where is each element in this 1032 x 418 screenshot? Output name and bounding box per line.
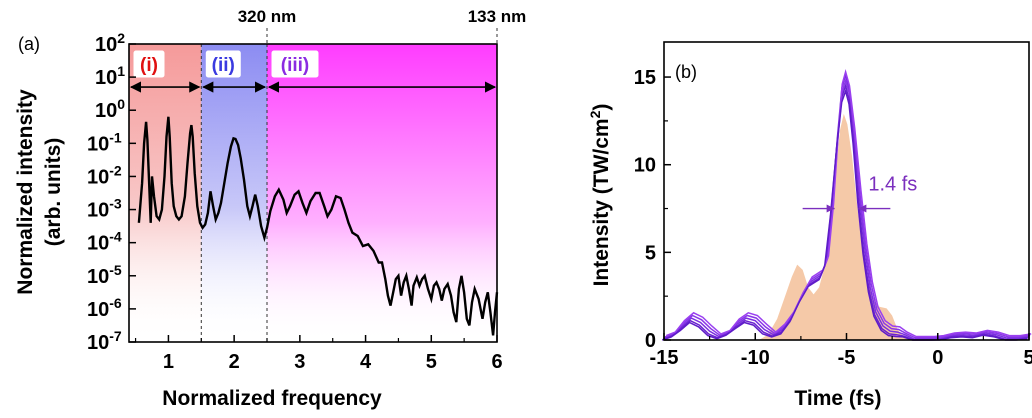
pulse-line (665, 68, 1032, 338)
y-tick-base: 10 (95, 34, 117, 56)
plot-frame-a (128, 43, 498, 343)
y-tick-exponent: -7 (109, 328, 122, 344)
region-labels: (i) (ii) (iii) (133, 50, 319, 78)
x-tick-label-a: 1 (163, 351, 174, 373)
y-tick-label-a: 10-4 (87, 229, 122, 255)
y-tick-label-a: 10-3 (87, 196, 122, 222)
y-axis-label-b-main: Intensity (TW/cm (590, 118, 613, 286)
y-axis-label-a-line1: Normalized intensity (14, 89, 37, 295)
region-band (267, 44, 497, 342)
y-axis-label-a-line2: (arb. units) (42, 138, 65, 247)
x-axis-label-a: Normalized frequency (162, 387, 382, 410)
y-tick-label-a: 10-1 (87, 129, 122, 155)
top-wavelength-label: 133 nm (468, 7, 527, 26)
y-tick-label-a: 101 (95, 63, 125, 89)
x-tick-label-b: 0 (932, 347, 943, 369)
fwhm-label: 1.4 fs (868, 174, 917, 196)
pulse-line (661, 88, 1028, 341)
top-wavelength-label: 320 nm (238, 7, 297, 26)
x-tick-label-a: 4 (360, 351, 372, 373)
x-tick-label-a: 5 (426, 351, 437, 373)
y-tick-base: 10 (95, 100, 117, 122)
panel-a-label: (a) (18, 34, 40, 54)
x-axis-ticks-b: -15 -10 -5 0 5 (650, 333, 1032, 369)
y-tick-exponent: -2 (109, 162, 122, 178)
y-tick-exponent: 0 (117, 96, 125, 112)
region-label-box (271, 50, 319, 78)
y-tick-base: 10 (87, 233, 109, 255)
y-tick-exponent: 1 (117, 63, 125, 79)
y-tick-exponent: -6 (109, 295, 122, 311)
y-tick-label-b: 10 (634, 155, 656, 177)
x-tick-label-b: -15 (650, 347, 679, 369)
y-axis-label-b-end: ) (590, 104, 613, 111)
pulse-lines (661, 68, 1032, 341)
y-tick-base: 10 (87, 200, 109, 222)
y-tick-label-a: 102 (95, 30, 125, 56)
y-tick-base: 10 (87, 266, 109, 288)
x-axis-ticks-a: 1 2 3 4 5 6 (134, 335, 503, 373)
y-tick-base: 10 (87, 299, 109, 321)
y-tick-exponent: -1 (109, 129, 122, 145)
fwhm-arrowhead-left (826, 204, 835, 213)
x-tick-label-a: 2 (229, 351, 240, 373)
y-tick-exponent: 2 (117, 30, 125, 46)
panel-b: 1.4 fs (b) -15 -10 -5 0 5 0 5 10 15 Time (fs) I… (587, 41, 1032, 410)
region-label-box (133, 50, 165, 78)
y-tick-label-a: 10-6 (87, 295, 122, 321)
y-tick-label-a: 10-2 (87, 162, 122, 188)
region-band (129, 44, 202, 342)
filled-pulse-area (758, 113, 913, 341)
y-tick-base: 10 (87, 133, 109, 155)
y-tick-base: 10 (87, 166, 109, 188)
panel-b-label: (b) (675, 62, 697, 82)
y-tick-label-a: 10-5 (87, 262, 122, 288)
x-tick-label-b: -5 (838, 347, 856, 369)
fwhm-annotation: 1.4 fs (802, 174, 917, 213)
boundary-dashes (200, 44, 268, 342)
y-tick-label-b: 0 (645, 330, 656, 352)
y-tick-exponent: -3 (109, 196, 122, 212)
y-tick-label-b: 15 (634, 67, 656, 89)
region-label: (ii) (212, 55, 235, 76)
y-tick-exponent: -5 (109, 262, 122, 278)
fwhm-arrowhead-right (858, 204, 867, 213)
region-label-box (205, 50, 241, 78)
x-axis-label-b: Time (fs) (794, 387, 881, 410)
y-tick-label-a: 10-7 (87, 328, 122, 354)
x-tick-label-b: -10 (741, 347, 770, 369)
y-tick-label-a: 100 (95, 96, 125, 122)
y-axis-label-b: Intensity (TW/cm2) (587, 104, 613, 287)
region-band (201, 44, 267, 342)
x-tick-label-a: 6 (491, 351, 502, 373)
y-tick-exponent: -4 (109, 229, 122, 245)
y-tick-base: 10 (87, 332, 109, 354)
y-tick-label-b: 5 (645, 242, 656, 264)
region-label: (i) (140, 55, 158, 76)
x-tick-label-a: 3 (294, 351, 305, 373)
y-tick-base: 10 (95, 67, 117, 89)
x-tick-label-b: 5 (1023, 347, 1032, 369)
y-axis-label-b-sup: 2 (587, 110, 603, 118)
top-wavelength-labels: 320 nm 133 nm (238, 7, 527, 44)
spectrum-line (137, 116, 499, 336)
region-label: (iii) (281, 55, 310, 76)
y-axis-ticks-b: 0 5 10 15 (634, 67, 671, 352)
